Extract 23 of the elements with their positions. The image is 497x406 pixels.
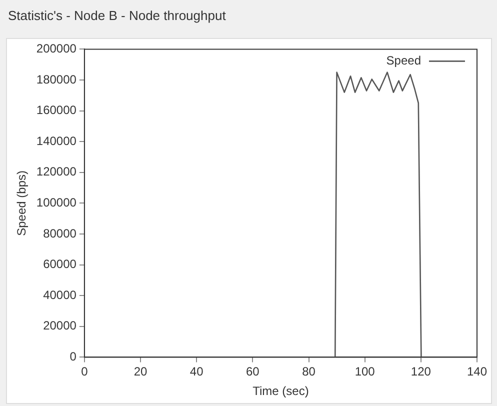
y-tick-label: 40000 xyxy=(43,288,77,302)
y-tick-label: 120000 xyxy=(36,164,77,179)
x-axis-title: Time (sec) xyxy=(252,384,309,398)
x-tick-label: 80 xyxy=(302,364,316,379)
y-tick-label: 180000 xyxy=(36,72,77,86)
x-tick-label: 140 xyxy=(466,364,488,379)
y-tick-label: 60000 xyxy=(43,257,77,272)
chart-title: Statistic's - Node B - Node throughput xyxy=(7,7,227,25)
x-tick-label: 100 xyxy=(354,364,376,379)
y-tick-label: 140000 xyxy=(36,134,77,148)
y-tick-label: 200000 xyxy=(36,42,77,56)
x-tick-label: 0 xyxy=(81,364,88,379)
y-tick-label: 160000 xyxy=(36,103,77,118)
x-tick-label: 40 xyxy=(190,364,204,379)
y-axis-title: Speed (bps) xyxy=(14,170,29,236)
y-tick-label: 0 xyxy=(70,350,77,364)
x-tick-label: 60 xyxy=(246,364,260,379)
y-tick-label: 80000 xyxy=(43,226,77,240)
x-tick-label: 120 xyxy=(410,364,432,379)
x-tick-label: 20 xyxy=(134,364,148,379)
legend-label: Speed xyxy=(386,54,421,68)
y-tick-label: 20000 xyxy=(43,318,77,333)
y-tick-label: 100000 xyxy=(36,196,77,210)
